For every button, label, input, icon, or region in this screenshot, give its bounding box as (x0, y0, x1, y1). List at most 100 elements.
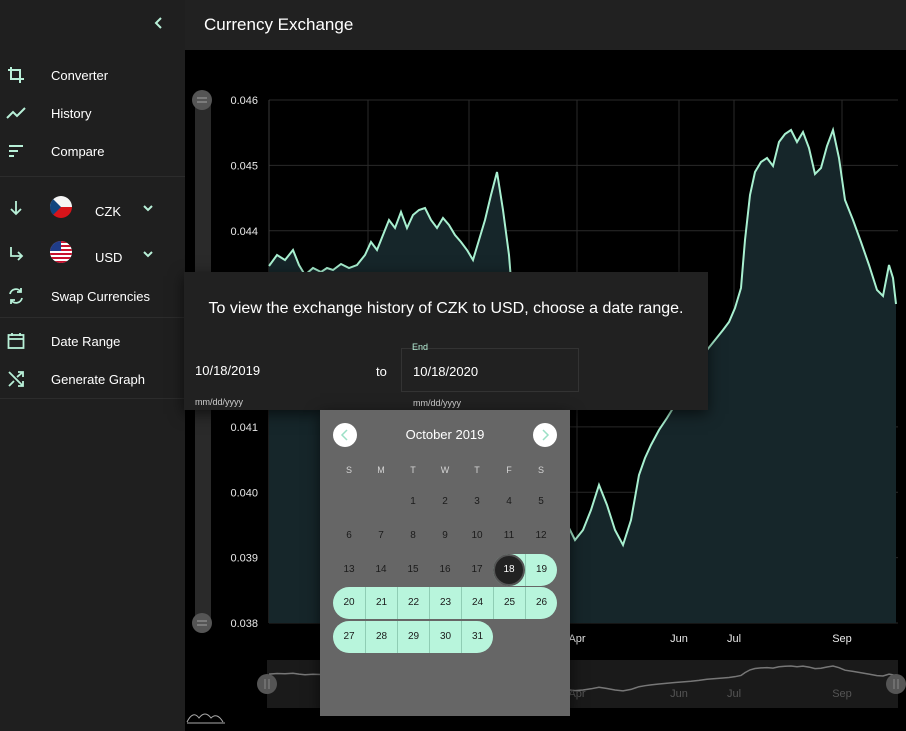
calendar-day[interactable]: 6 (346, 530, 352, 541)
end-date-input[interactable]: 10/18/2020 (413, 364, 479, 379)
y-tick-label: 0.046 (230, 95, 258, 107)
calendar-day[interactable]: 23 (429, 587, 461, 619)
chevron-down-icon (140, 200, 156, 216)
chart-type-icon[interactable] (186, 713, 224, 723)
start-date-hint: mm/dd/yyyy (195, 397, 244, 407)
calendar-day[interactable]: 15 (407, 564, 419, 575)
weekday-header: S (345, 465, 352, 475)
chevron-left-icon (154, 17, 162, 29)
sort-icon (6, 141, 26, 161)
arrow-down-icon (6, 198, 26, 218)
swap-currencies-label: Swap Currencies (51, 288, 150, 304)
date-range-dialog: To view the exchange history of CZK to U… (184, 272, 708, 410)
shuffle-icon (6, 369, 26, 389)
calendar-day-selected[interactable]: 18 (493, 554, 525, 586)
y-tick-label: 0.038 (230, 618, 258, 630)
x-tick-label: Apr (568, 633, 585, 645)
date-picker-calendar: October 2019 S M T W T F S 1 2 3 4 5 6 7 8 9 10 11 12 13 14 1… (320, 410, 570, 716)
to-label: to (376, 364, 387, 379)
calendar-day[interactable]: 25 (493, 587, 525, 619)
sidebar-item-converter[interactable]: Converter (0, 56, 185, 94)
overview-handle-left[interactable] (257, 674, 277, 694)
overview-tick-label: Jul (727, 688, 741, 700)
to-currency-code: USD (95, 250, 123, 265)
start-date-field[interactable]: 10/18/2019 mm/dd/yyyy (184, 348, 364, 407)
sidebar-divider (0, 176, 185, 177)
calendar-month-label: October 2019 (405, 427, 485, 442)
calendar-day[interactable]: 2 (442, 496, 448, 507)
calendar-day[interactable]: 7 (378, 530, 384, 541)
calendar-day[interactable]: 27 (333, 621, 365, 653)
end-date-field[interactable]: End 10/18/2020 mm/dd/yyyy (401, 342, 579, 408)
sidebar: Converter History Compare CZK (0, 0, 185, 731)
x-tick-label: Jul (727, 633, 741, 645)
y-tick-label: 0.040 (230, 487, 258, 499)
calendar-day[interactable]: 24 (461, 587, 493, 619)
y-tick-label: 0.045 (230, 160, 258, 172)
calendar-day[interactable]: 13 (343, 564, 355, 575)
calendar-day[interactable]: 11 (503, 530, 515, 541)
calendar-day[interactable]: 16 (439, 564, 451, 575)
weekday-header: T (410, 465, 416, 475)
from-currency-code: CZK (95, 204, 121, 219)
calendar-day[interactable]: 19 (525, 554, 557, 586)
chevron-down-icon (140, 246, 156, 262)
calendar-day[interactable]: 31 (461, 621, 493, 653)
y-tick-label: 0.041 (230, 422, 258, 434)
us-flag-icon (50, 241, 72, 263)
exchange-rate-line (268, 126, 897, 548)
calendar-day[interactable]: 5 (538, 496, 544, 507)
date-range-button[interactable]: Date Range (0, 322, 185, 360)
calendar-day[interactable]: 21 (365, 587, 397, 619)
calendar-day[interactable]: 29 (397, 621, 429, 653)
sidebar-divider (0, 317, 185, 318)
sidebar-item-history[interactable]: History (0, 94, 185, 132)
calendar-day[interactable]: 26 (525, 587, 557, 619)
calendar-day[interactable]: 17 (471, 564, 483, 575)
swap-currencies-button[interactable]: Swap Currencies (0, 277, 185, 315)
overview-tick-label: Apr (568, 688, 585, 700)
calendar-day[interactable]: 4 (506, 496, 512, 507)
calendar-day[interactable]: 3 (474, 496, 480, 507)
zoom-slider-handle-bottom[interactable] (192, 613, 212, 633)
generate-graph-button[interactable]: Generate Graph (0, 360, 185, 398)
calendar-day[interactable]: 10 (471, 530, 483, 541)
sidebar-item-label: Converter (51, 67, 109, 83)
calendar-day[interactable]: 18 (493, 554, 525, 586)
calendar-day[interactable]: 28 (365, 621, 397, 653)
dialog-title: To view the exchange history of CZK to U… (208, 300, 684, 317)
collapse-sidebar-button[interactable] (150, 14, 168, 34)
calendar-day[interactable]: 1 (410, 496, 416, 507)
end-date-label: End (412, 342, 429, 352)
calendar-day[interactable]: 14 (375, 564, 387, 575)
calendar-day[interactable]: 8 (410, 530, 416, 541)
overview-labels: Apr Jun Jul Sep (568, 688, 851, 700)
crop-icon (6, 65, 26, 85)
calendar-day[interactable]: 20 (333, 587, 365, 619)
next-month-button[interactable] (533, 423, 557, 447)
trending-icon (6, 103, 26, 123)
start-date-input[interactable]: 10/18/2019 (195, 363, 261, 378)
y-tick-label: 0.039 (230, 553, 258, 565)
calendar-day[interactable]: 30 (429, 621, 461, 653)
calendar-day[interactable]: 22 (397, 587, 429, 619)
from-currency-select[interactable]: CZK (0, 189, 185, 227)
overview-handle-right[interactable] (886, 674, 906, 694)
y-tick-label: 0.044 (230, 226, 258, 238)
sidebar-item-compare[interactable]: Compare (0, 132, 185, 170)
x-tick-label: Jun (670, 633, 688, 645)
chevron-right-icon (542, 429, 550, 441)
calendar-day[interactable]: 12 (535, 530, 547, 541)
calendar-day[interactable]: 9 (442, 530, 448, 541)
sidebar-item-label: Compare (51, 143, 105, 159)
overview-tick-label: Jun (670, 688, 688, 700)
weekday-header: T (474, 465, 480, 475)
weekday-header: F (506, 465, 512, 475)
x-axis-ticks: Apr Jun Jul Sep (568, 633, 851, 645)
to-currency-select[interactable]: USD (0, 235, 185, 273)
overview-tick-label: Sep (832, 688, 852, 700)
generate-graph-label: Generate Graph (51, 371, 145, 387)
zoom-slider-handle-top[interactable] (192, 90, 212, 110)
previous-month-button[interactable] (333, 423, 357, 447)
